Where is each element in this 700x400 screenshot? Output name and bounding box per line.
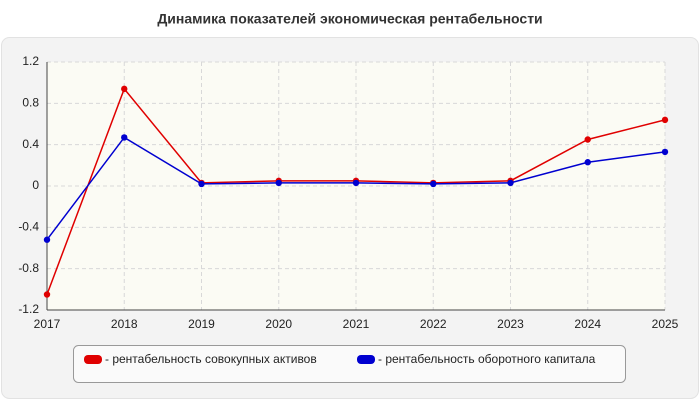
legend-label: - рентабельность совокупных активов [105,352,317,366]
data-point [43,291,51,298]
x-tick-label: 2017 [34,317,61,331]
data-point [430,180,437,188]
x-tick-label: 2023 [497,317,524,331]
data-point [507,179,514,187]
x-tick-label: 2020 [265,317,292,331]
legend [73,345,626,383]
x-tick-label: 2024 [574,317,601,331]
x-tick-label: 2019 [188,317,215,331]
x-tick-label: 2018 [111,317,138,331]
data-point [121,85,128,93]
data-point [43,236,51,243]
legend-swatch [84,355,102,364]
data-point [352,179,360,187]
data-point [661,148,669,156]
data-point [121,134,128,141]
y-tick-label: -1.2 [18,302,39,316]
chart-title: Динамика показателей экономическая рента… [157,11,542,27]
legend-label: - рентабельность оборотного капитала [378,352,596,366]
data-point [584,136,591,143]
x-tick-label: 2025 [652,317,679,331]
x-tick-label: 2022 [420,317,447,331]
y-tick-label: 1.2 [22,54,39,68]
data-point [275,179,282,187]
y-tick-label: 0.4 [22,137,39,151]
data-point [584,159,591,166]
data-point [661,116,669,124]
y-tick-label: 0.8 [22,96,39,110]
y-tick-label: -0.4 [18,220,39,234]
x-tick-label: 2021 [343,317,370,331]
legend-swatch [357,355,375,364]
y-tick-label: -0.8 [18,261,39,275]
data-point [198,180,205,188]
y-tick-label: 0 [32,178,39,192]
